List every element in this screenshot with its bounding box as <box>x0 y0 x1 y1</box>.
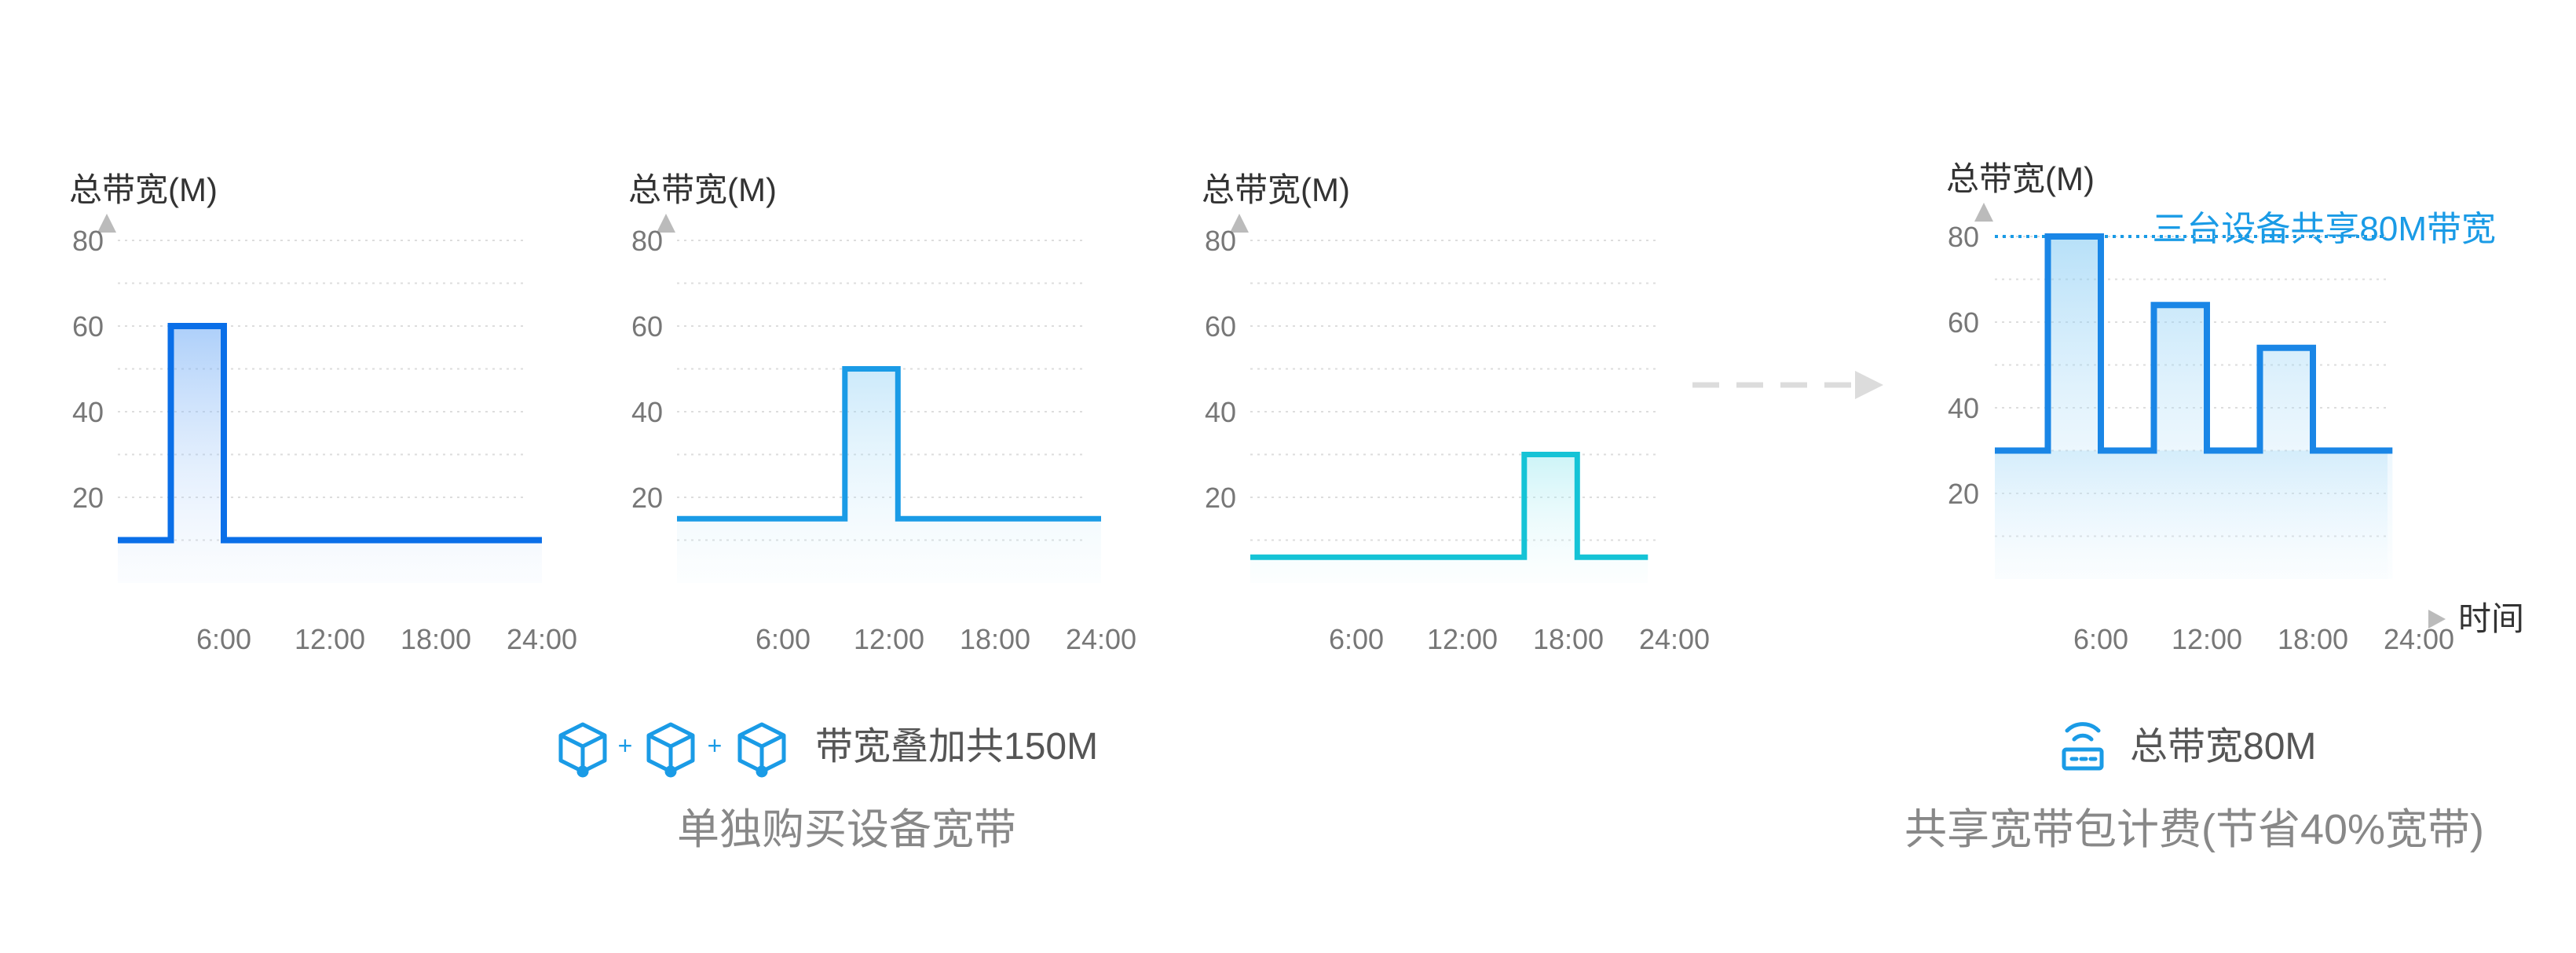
y-tick-label: 20 <box>1948 478 1979 510</box>
x-tick-label: 24:00 <box>1066 623 1136 655</box>
y-ticks: 20 40 60 80 <box>72 225 104 514</box>
reference-line-label: 三台设备共享80M带宽 <box>2152 210 2496 248</box>
bandwidth-line <box>1250 452 1648 560</box>
x-tick-label: 18:00 <box>2278 623 2348 655</box>
x-tick-label: 18:00 <box>401 623 471 655</box>
cube-icon <box>558 722 607 778</box>
y-ticks: 20 40 60 80 <box>1205 225 1236 514</box>
x-ticks: 6:00 12:00 18:00 24:00 <box>1329 623 1710 655</box>
x-tick-label: 12:00 <box>1427 623 1498 655</box>
y-tick-label: 60 <box>1948 306 1979 339</box>
left-section-title: 单独购买设备宽带 <box>677 806 1016 853</box>
y-ticks: 20 40 60 80 <box>1948 221 1979 510</box>
y-tick-label: 40 <box>72 396 104 428</box>
bandwidth-line <box>677 366 1101 522</box>
left-summary-text: 带宽叠加共150M <box>815 726 1098 768</box>
bandwidth-area <box>677 368 1101 583</box>
bandwidth-line <box>1995 233 2393 454</box>
y-ticks: 20 40 60 80 <box>631 225 663 514</box>
cube-icon <box>646 722 695 778</box>
y-tick-label: 40 <box>631 396 663 428</box>
x-tick-label: 24:00 <box>507 623 577 655</box>
x-tick-label: 6:00 <box>2073 623 2128 655</box>
y-tick-label: 80 <box>1205 225 1236 257</box>
y-tick-label: 80 <box>72 225 104 257</box>
x-tick-label: 12:00 <box>295 623 365 655</box>
dashed-arrow-icon <box>1692 371 1883 399</box>
plus-sign: + <box>618 731 633 760</box>
x-tick-label: 6:00 <box>1329 623 1384 655</box>
bandwidth-line <box>118 323 542 544</box>
y-tick-label: 40 <box>1205 396 1236 428</box>
x-tick-label: 24:00 <box>2384 623 2454 655</box>
y-axis-label: 总带宽(M) <box>628 171 777 208</box>
chart-device-1: 总带宽(M) 20 40 60 80 6:00 12:00 18:00 24:0… <box>69 171 577 655</box>
y-tick-label: 60 <box>72 310 104 343</box>
x-tick-label: 6:00 <box>196 623 251 655</box>
y-axis-label: 总带宽(M) <box>1946 160 2095 197</box>
x-tick-label: 18:00 <box>1533 623 1604 655</box>
chart-shared-bandwidth: 总带宽(M) 三台设备共享80M带宽 20 40 60 80 6:00 12:0… <box>1946 160 2524 655</box>
y-tick-label: 20 <box>1205 482 1236 514</box>
x-tick-label: 18:00 <box>960 623 1030 655</box>
router-icon <box>2062 722 2104 771</box>
chart-device-3: 总带宽(M) 20 40 60 80 6:00 12:00 18:00 24:0… <box>1202 171 1710 655</box>
y-tick-label: 80 <box>1948 221 1979 253</box>
x-ticks: 6:00 12:00 18:00 24:00 <box>756 623 1136 655</box>
x-tick-label: 12:00 <box>854 623 924 655</box>
y-tick-label: 80 <box>631 225 663 257</box>
x-axis-label: 时间 <box>2458 600 2524 637</box>
x-ticks: 6:00 12:00 18:00 24:00 <box>196 623 577 655</box>
left-summary: + + 带宽叠加共150M <box>558 722 1098 778</box>
right-summary: 总带宽80M <box>2062 722 2316 771</box>
y-tick-label: 60 <box>631 310 663 343</box>
x-axis-arrow-icon <box>2428 610 2446 629</box>
y-axis-arrow-icon <box>1974 203 1993 222</box>
y-axis-label: 总带宽(M) <box>1202 171 1350 208</box>
grid-lines <box>1250 240 1659 541</box>
x-tick-label: 12:00 <box>2172 623 2242 655</box>
y-tick-label: 20 <box>631 482 663 514</box>
y-tick-label: 40 <box>1948 392 1979 424</box>
y-axis-arrow-icon <box>97 214 116 233</box>
cube-icon <box>737 722 786 778</box>
bandwidth-area <box>1995 236 2393 579</box>
x-tick-label: 6:00 <box>756 623 810 655</box>
bandwidth-area <box>1250 454 1648 583</box>
y-tick-label: 60 <box>1205 310 1236 343</box>
y-axis-arrow-icon <box>1230 214 1249 233</box>
right-section-title: 共享宽带包计费(节省40%宽带) <box>1905 806 2484 853</box>
chart-device-2: 总带宽(M) 20 40 60 80 6:00 12:00 18:00 24:0… <box>628 171 1136 655</box>
x-ticks: 6:00 12:00 18:00 24:00 <box>2073 623 2454 655</box>
y-axis-label: 总带宽(M) <box>69 171 218 208</box>
right-summary-text: 总带宽80M <box>2130 726 2316 768</box>
y-tick-label: 20 <box>72 482 104 514</box>
plus-sign: + <box>708 731 723 760</box>
y-axis-arrow-icon <box>657 214 675 233</box>
x-tick-label: 24:00 <box>1639 623 1710 655</box>
